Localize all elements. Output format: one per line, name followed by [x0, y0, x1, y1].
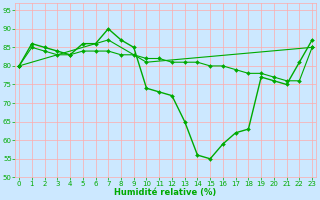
X-axis label: Humidité relative (%): Humidité relative (%) — [115, 188, 217, 197]
